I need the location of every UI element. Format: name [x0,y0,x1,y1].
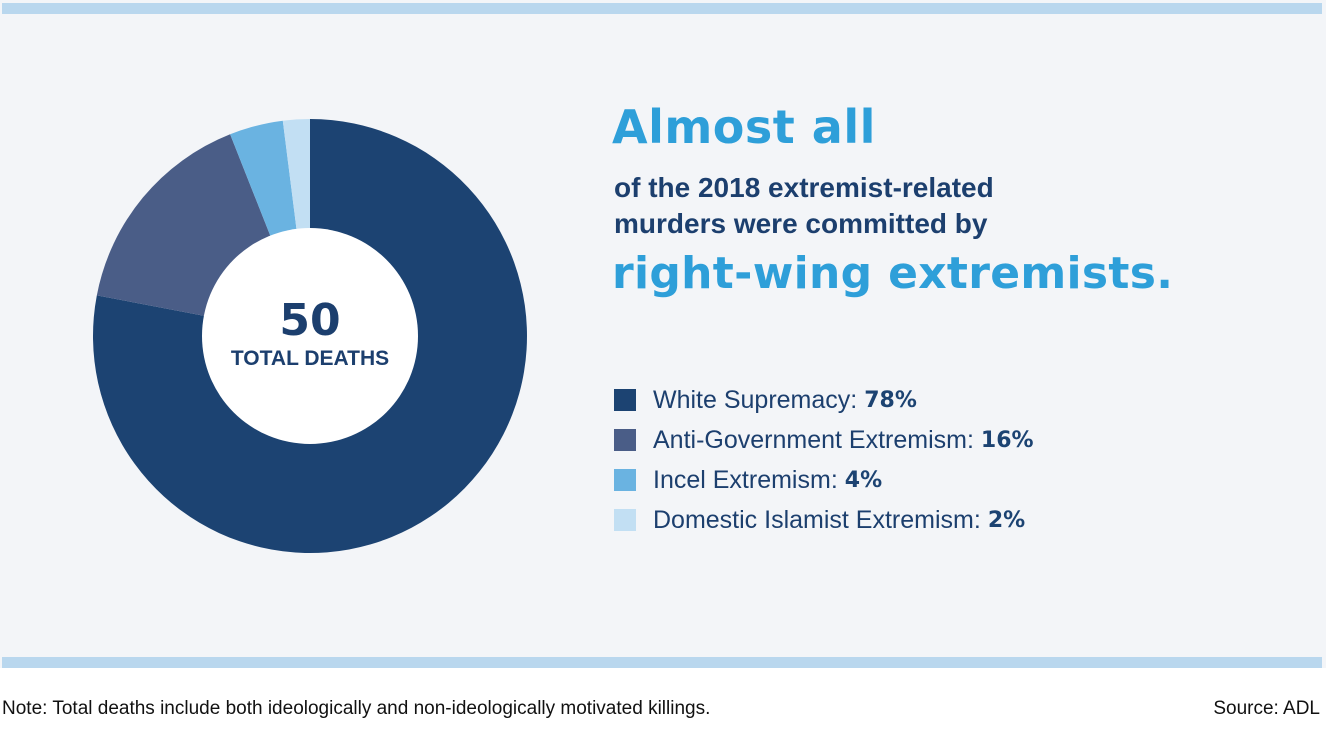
donut-chart: 50 TOTAL DEATHS [92,119,527,553]
headline-subtext: of the 2018 extremist-related murders we… [614,170,994,242]
legend-value: 2% [987,507,1026,533]
top-accent-bar [2,3,1322,14]
legend-item-white-supremacy: White Supremacy: 78% [614,380,1034,420]
source-credit: Source: ADL [1213,698,1320,719]
headline-almost-all: Almost all [612,100,876,154]
legend-label: Incel Extremism [653,465,831,494]
chart-legend: White Supremacy: 78% Anti-Government Ext… [614,380,1034,540]
legend-label: Anti-Government Extremism [653,425,967,454]
legend-item-incel: Incel Extremism: 4% [614,460,1034,500]
legend-label: White Supremacy [653,385,851,414]
legend-label: Domestic Islamist Extremism [653,505,974,534]
legend-item-domestic-islamist: Domestic Islamist Extremism: 2% [614,500,1034,540]
legend-swatch [614,509,636,531]
legend-item-anti-government: Anti-Government Extremism: 16% [614,420,1034,460]
headline-line-2: of the 2018 extremist-related [614,172,994,203]
legend-colon: : [850,385,858,414]
legend-value: 16% [980,427,1034,453]
headline-line-3: murders were committed by [614,208,988,239]
legend-value: 78% [864,387,917,413]
legend-value: 4% [844,467,883,493]
legend-colon: : [830,465,838,494]
footnote: Note: Total deaths include both ideologi… [2,698,711,719]
total-deaths-label: TOTAL DEATHS [231,347,389,370]
bottom-accent-bar [2,657,1322,668]
legend-colon: : [966,425,974,454]
legend-swatch [614,469,636,491]
legend-swatch [614,389,636,411]
total-deaths-value: 50 [279,295,340,346]
legend-colon: : [973,505,981,534]
headline-right-wing: right-wing extremists. [612,248,1174,299]
legend-swatch [614,429,636,451]
donut-hole [202,228,418,444]
